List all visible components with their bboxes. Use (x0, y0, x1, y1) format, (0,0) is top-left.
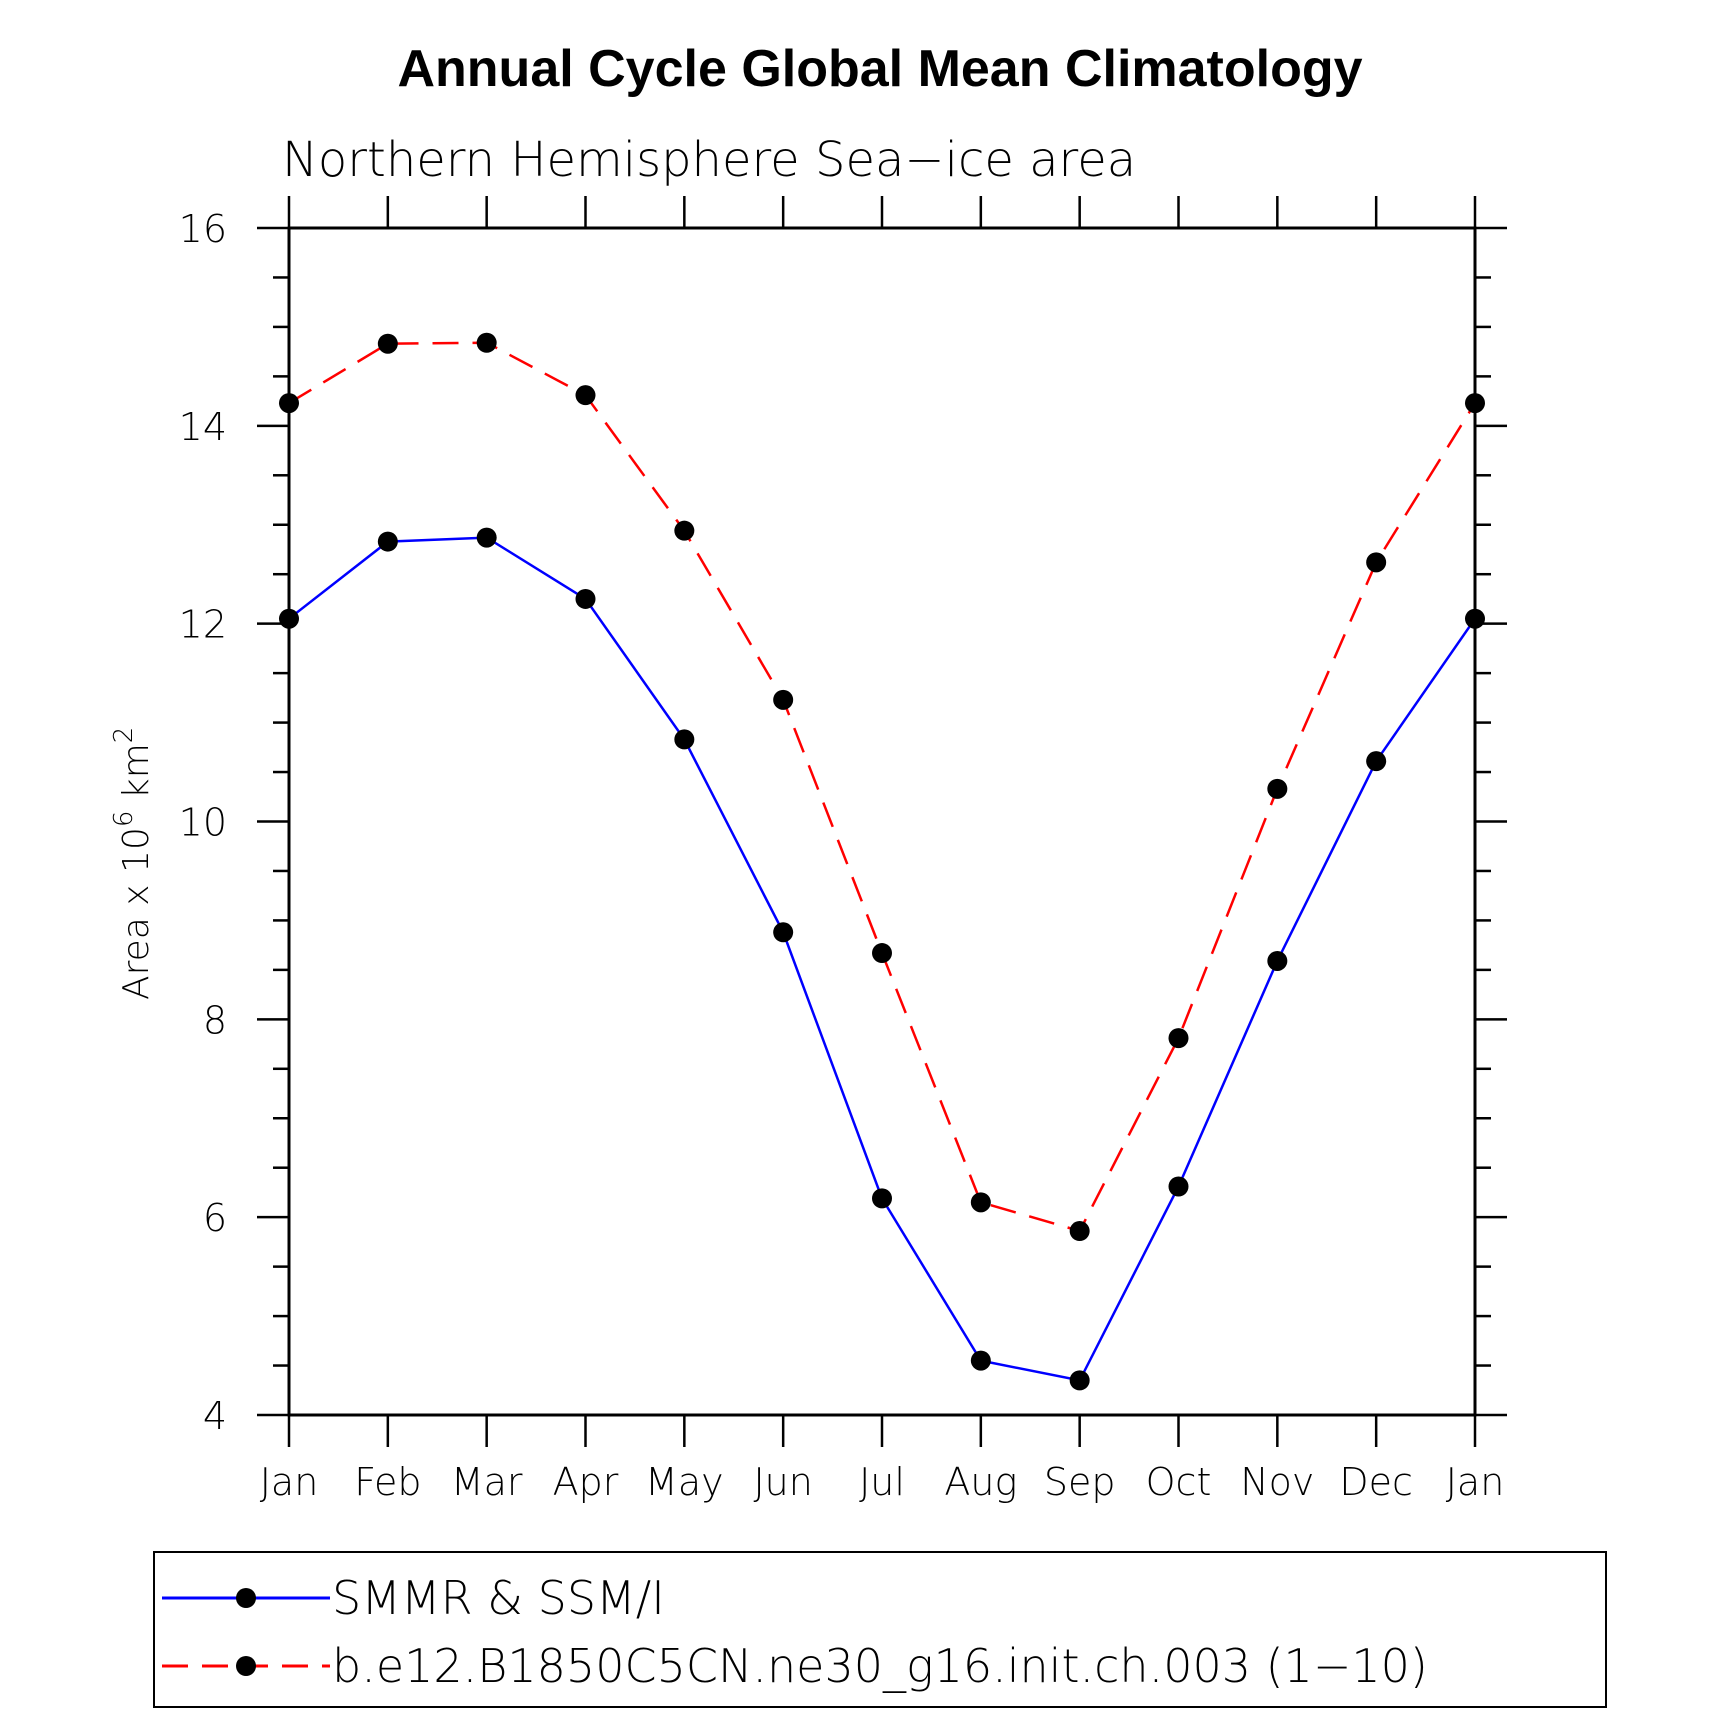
y-tick-label: 4 (203, 1394, 227, 1438)
x-tick-label: Sep (1044, 1460, 1116, 1504)
legend-label-2: b.e12.B1850C5CN.ne30_g16.init.ch.003 (1−… (332, 1639, 1428, 1693)
x-tick-label: May (645, 1460, 724, 1504)
y-tick-label: 6 (203, 1196, 227, 1240)
series-2-point (872, 943, 892, 964)
series-2-point (970, 1192, 991, 1213)
legend-marker-2 (236, 1656, 256, 1676)
axes: 4 6 8 10 12 14 16 Jan Feb Mar Apr May Jun Jul Aug Sep Oc… (179, 196, 1507, 1504)
legend-box (153, 1551, 1607, 1708)
legend-label-1: SMMR & SSM/I (332, 1571, 665, 1625)
series-1-point (476, 527, 497, 548)
chart-subtitle: Northern Hemisphere Sea−ice area (282, 132, 1136, 188)
series-2-point (1465, 393, 1485, 414)
series-2-point (1168, 1028, 1189, 1049)
x-tick-label: Oct (1146, 1460, 1212, 1504)
svg-text:Area x 106 km2: Area x 106 km2 (109, 727, 157, 1000)
series-1-point (872, 1188, 892, 1209)
series-1-point (1069, 1370, 1090, 1391)
series-2-point (1366, 552, 1387, 573)
x-tick-label: Mar (451, 1460, 523, 1504)
series-2-point (1267, 778, 1288, 799)
x-tick-label: Nov (1240, 1460, 1314, 1504)
series-1-point (970, 1350, 991, 1371)
series-1-point (773, 922, 794, 943)
x-tick-label: Jun (753, 1460, 812, 1504)
series-1-point (1267, 950, 1288, 971)
y-axis-label: Area x 106 km2 (109, 727, 157, 1000)
series-1-point (279, 608, 299, 629)
x-tick-label: Jan (260, 1460, 319, 1504)
legend-item-2: b.e12.B1850C5CN.ne30_g16.init.ch.003 (1−… (162, 1639, 1428, 1693)
x-tick-label: Aug (944, 1460, 1017, 1504)
series-1-point (674, 729, 695, 750)
x-tick-label: Jan (1446, 1460, 1505, 1504)
y-tick-label: 14 (179, 405, 227, 449)
series-1-point (1168, 1176, 1189, 1197)
series-2-point (575, 385, 596, 406)
series-1-point (575, 588, 596, 609)
x-tick-label: Jul (859, 1460, 905, 1504)
legend-marker-1 (236, 1588, 256, 1608)
y-tick-label: 8 (203, 998, 227, 1042)
y-tick-label: 10 (179, 801, 227, 845)
chart-title: Annual Cycle Global Mean Climatology (397, 40, 1362, 98)
series-2-point (674, 520, 695, 541)
series-1-point (377, 531, 398, 552)
series-2-point (377, 333, 398, 354)
series-group (279, 332, 1485, 1391)
series-1-point (1465, 608, 1485, 629)
x-tick-label: Apr (553, 1460, 619, 1504)
y-tick-label: 16 (179, 207, 227, 251)
series-1-point (1366, 751, 1387, 772)
series-line-2 (288, 341, 1477, 1233)
x-tick-label: Feb (354, 1460, 421, 1504)
series-2-point (476, 332, 497, 353)
plot-frame (287, 226, 1477, 1417)
legend-item-1: SMMR & SSM/I (162, 1571, 665, 1625)
x-tick-label: Dec (1339, 1460, 1413, 1504)
series-2-point (773, 689, 794, 710)
y-tick-label: 12 (179, 603, 227, 647)
series-2-point (1069, 1221, 1090, 1242)
series-2-point (279, 393, 299, 414)
